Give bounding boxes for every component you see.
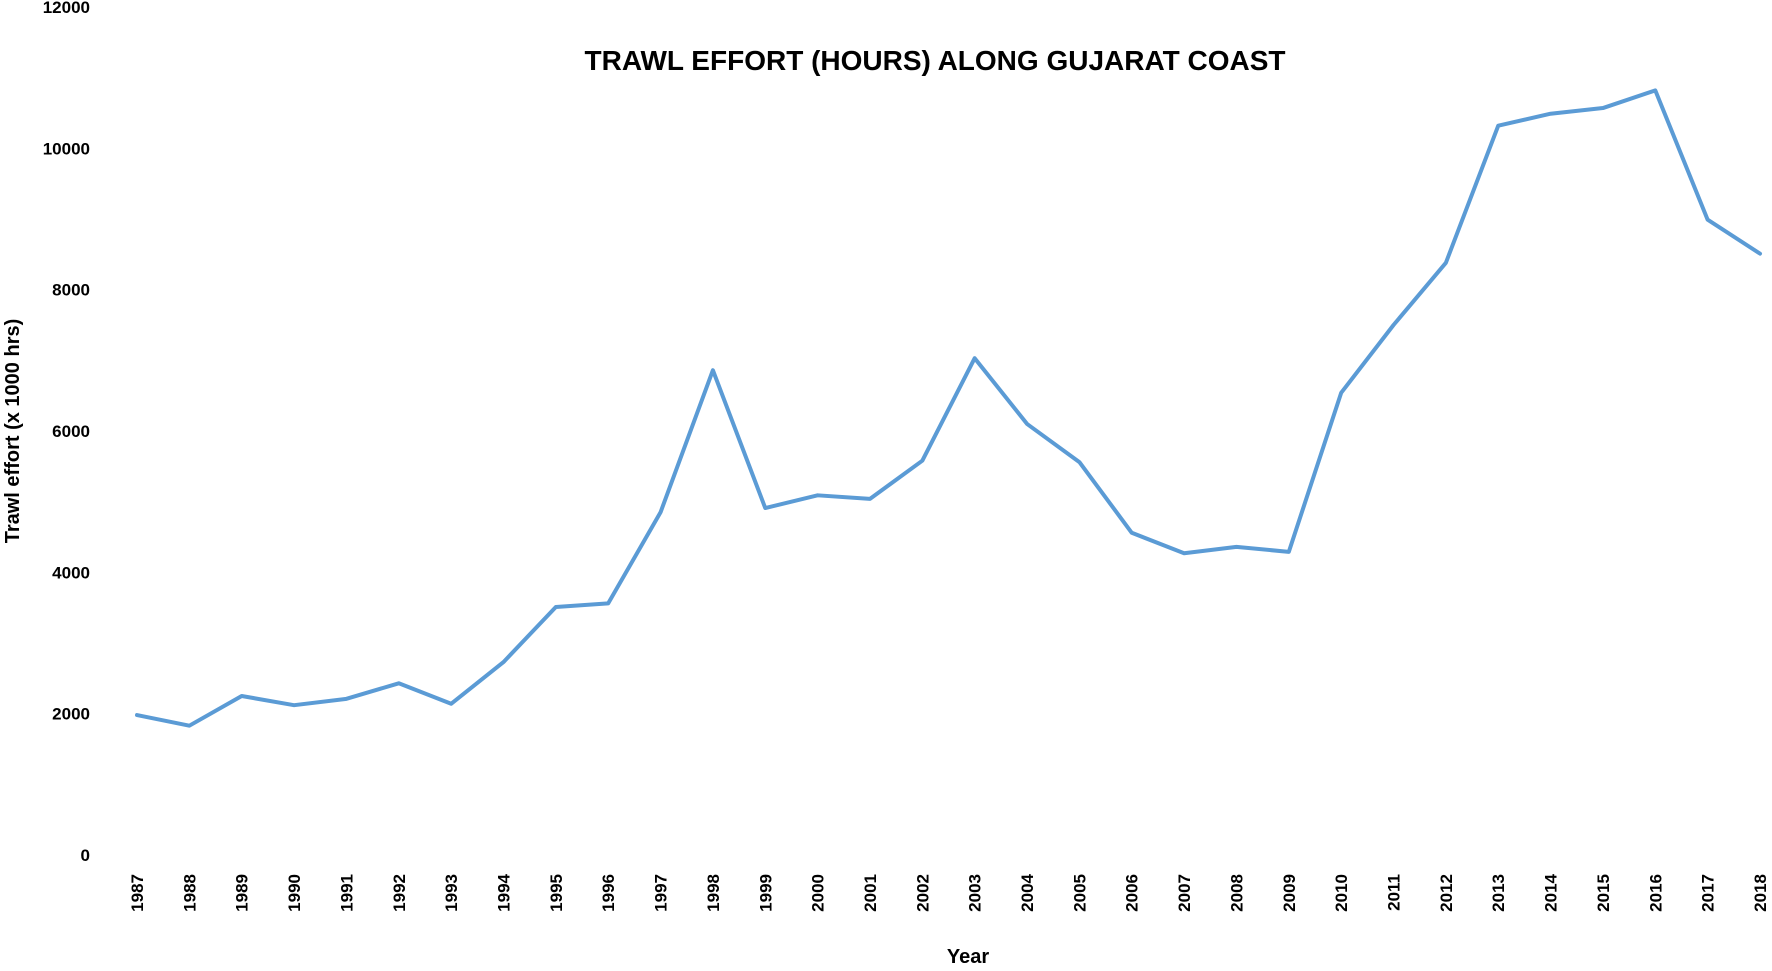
x-tick-label: 1998 xyxy=(704,874,723,912)
x-tick-label: 1994 xyxy=(494,873,513,911)
x-tick-label: 2016 xyxy=(1646,874,1665,912)
y-tick-label: 8000 xyxy=(52,281,90,300)
x-axis-ticks: 1987 1988 1989 1990 1991 1992 1993 1994 1995 1996… xyxy=(128,873,1770,911)
x-tick-label: 2001 xyxy=(861,874,880,912)
x-tick-label: 2000 xyxy=(809,874,828,912)
x-tick-label: 2010 xyxy=(1332,874,1351,912)
x-tick-label: 1997 xyxy=(652,874,671,912)
x-tick-label: 1993 xyxy=(442,874,461,912)
x-tick-label: 2018 xyxy=(1751,874,1770,912)
x-tick-label: 1995 xyxy=(547,874,566,912)
y-axis-ticks: 0 2000 4000 6000 8000 10000 12000 xyxy=(43,0,90,865)
x-tick-label: 2011 xyxy=(1385,874,1404,911)
x-tick-label: 2015 xyxy=(1594,874,1613,912)
x-tick-label: 1996 xyxy=(599,874,618,912)
x-tick-label: 2003 xyxy=(966,874,985,912)
x-axis-label: Year xyxy=(947,946,989,968)
x-tick-label: 1992 xyxy=(390,874,409,912)
x-tick-label: 1991 xyxy=(337,874,356,912)
x-tick-label: 1989 xyxy=(233,874,252,912)
x-tick-label: 2017 xyxy=(1699,874,1718,912)
x-tick-label: 1987 xyxy=(128,874,147,912)
x-tick-label: 2002 xyxy=(913,874,932,912)
series-layer xyxy=(135,88,1762,728)
series-line xyxy=(135,88,1762,728)
x-tick-label: 2004 xyxy=(1018,873,1037,911)
chart-title: TRAWL EFFORT (HOURS) ALONG GUJARAT COAST xyxy=(585,45,1286,76)
x-tick-label: 2006 xyxy=(1123,874,1142,912)
x-tick-label: 1990 xyxy=(285,874,304,912)
y-tick-label: 12000 xyxy=(43,0,90,17)
x-tick-label: 1999 xyxy=(756,874,775,912)
x-tick-label: 2014 xyxy=(1542,873,1561,911)
x-tick-label: 1988 xyxy=(180,874,199,912)
y-tick-label: 10000 xyxy=(43,139,90,158)
y-axis-label: Trawl effort (x 1000 hrs) xyxy=(2,319,24,544)
x-tick-label: 2007 xyxy=(1175,874,1194,912)
x-tick-label: 2012 xyxy=(1437,874,1456,912)
x-tick-label: 2009 xyxy=(1280,874,1299,912)
y-tick-label: 0 xyxy=(81,846,90,865)
x-tick-label: 2005 xyxy=(1070,874,1089,912)
y-tick-label: 4000 xyxy=(52,563,90,582)
x-tick-label: 2008 xyxy=(1227,874,1246,912)
y-tick-label: 6000 xyxy=(52,422,90,441)
y-tick-label: 2000 xyxy=(52,705,90,724)
x-tick-label: 2013 xyxy=(1489,874,1508,912)
